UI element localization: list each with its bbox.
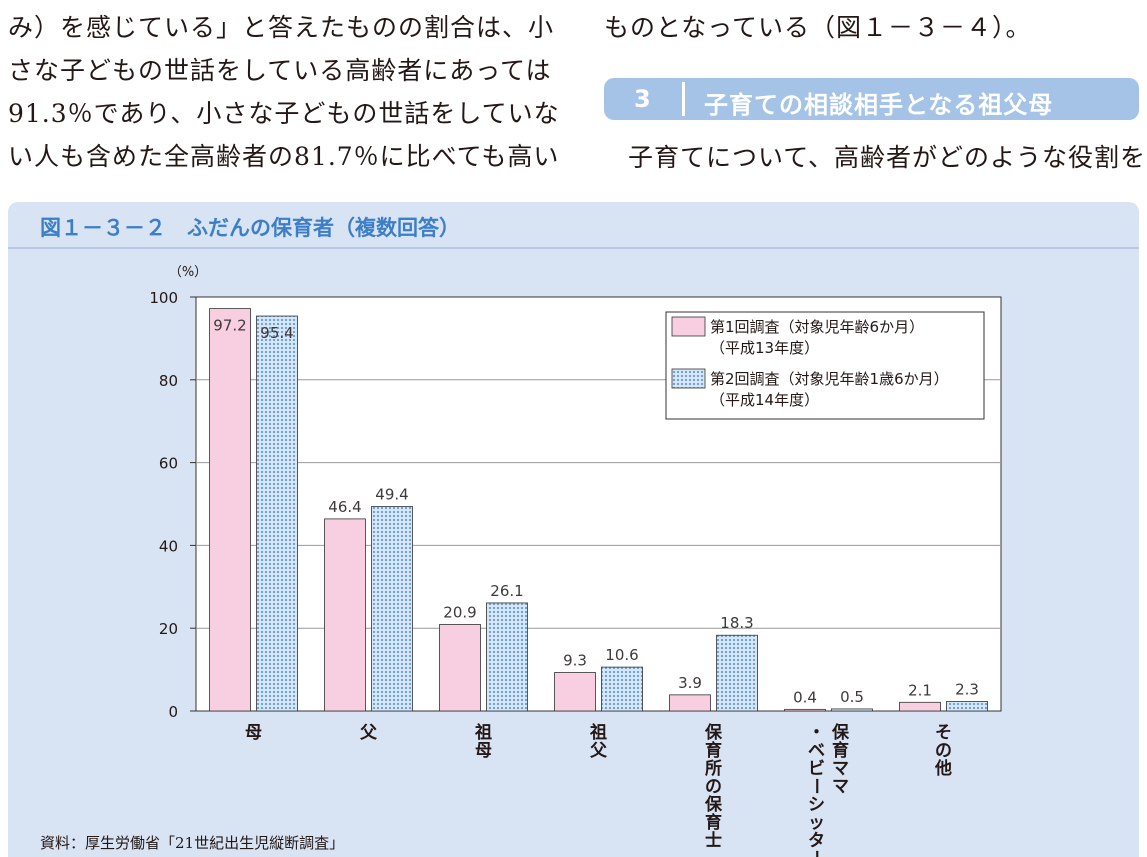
y-tick-label: 60 (159, 455, 178, 473)
bar-value-label: 9.3 (563, 651, 587, 669)
category-label-char: シ (808, 795, 825, 815)
bar-value-label: 2.3 (955, 680, 979, 698)
y-axis-label: （%） (169, 265, 207, 280)
figure-title: 図１－３－２ ふだんの保育者（複数回答） (40, 216, 460, 240)
bar-value-label: 0.5 (840, 688, 864, 706)
bar-value-label: 49.4 (375, 485, 408, 503)
bar (256, 315, 298, 712)
bar (716, 634, 758, 712)
category-label-char: 母 (475, 741, 492, 761)
y-tick-label: 0 (168, 703, 178, 721)
legend-label: （平成13年度） (710, 339, 819, 357)
body-paragraph: ものとなっている（図１－３－４）。 (604, 6, 1147, 49)
y-tick-label: 80 (159, 372, 178, 390)
category-label-char: 他 (934, 758, 952, 779)
text-line: い人も含めた全高齢者の81.7％に比べても高い (8, 142, 560, 171)
category-label-char: 所 (705, 759, 722, 779)
y-tick-label: 20 (159, 620, 178, 638)
figure-panel: 図１－３－２ ふだんの保育者（複数回答） 0 20 40 60 80 100 （%） 97.2… (8, 202, 1139, 857)
bar-value-label: 20.9 (443, 603, 476, 621)
figure-source: 資料：厚生労働省「21世紀出生児縦断調査」 (40, 834, 345, 852)
category-label-char: ベ (808, 741, 825, 761)
body-paragraph: み）を感じている」と答えたものの割合は、小 さな子どもの世話をしている高齢者にあ… (8, 6, 568, 178)
category-label-char: ー (806, 778, 826, 795)
legend-box (665, 311, 985, 420)
section-heading: 3 子育ての相談相手となる祖父母 (604, 78, 1139, 120)
bar-value-label: 97.2 (213, 317, 246, 335)
bar-value-label: 46.4 (328, 498, 361, 516)
legend-label: 第1回調査（対象児年齢6か月） (710, 318, 924, 336)
bar (601, 666, 643, 712)
category-label-char: 育 (705, 812, 722, 833)
bar (831, 708, 873, 712)
category-label-char: 士 (705, 830, 722, 851)
bar (209, 308, 251, 712)
section-divider (682, 82, 685, 116)
category-label-char: 祖 (474, 722, 492, 743)
body-paragraph: 子育てについて、高齢者がどのような役割を (604, 136, 1147, 179)
category-label-char: ッ (808, 813, 825, 833)
category-label-char: ビ (808, 759, 825, 779)
category-label-char: マ (832, 759, 849, 779)
category-label-char: 母 (245, 723, 262, 743)
section-number: 3 (634, 85, 651, 113)
text-line: み）を感じている」と答えたものの割合は、小 (8, 13, 555, 42)
bar (784, 708, 826, 712)
figure-title-bar: 図１－３－２ ふだんの保育者（複数回答） (8, 202, 1139, 249)
legend-swatch (671, 316, 706, 337)
category-label-char: ・ (808, 723, 825, 743)
category-label-char: タ (808, 831, 825, 851)
bar-value-label: 3.9 (678, 674, 702, 692)
bar (899, 701, 941, 712)
text-line: さな子どもの世話をしている高齢者にあっては (8, 56, 552, 85)
legend: 第1回調査（対象児年齢6か月） （平成13年度） 第2回調査（対象児年齢1歳6か月）… (665, 311, 985, 420)
category-label-char: 育 (832, 740, 849, 761)
category-label-char: 祖 (589, 722, 607, 743)
text-line: ものとなっている（図１－３－４）。 (604, 13, 1032, 42)
category-label-char: そ (935, 723, 952, 743)
bar (324, 518, 366, 712)
bar-value-label: 18.3 (720, 614, 753, 632)
text-line: 子育てについて、高齢者がどのような役割を (628, 143, 1147, 172)
category-label-char: の (705, 777, 722, 797)
legend-swatch (671, 368, 706, 389)
text-column-right: ものとなっている（図１－３－４）。 (604, 0, 1147, 49)
y-tick-label: 40 (159, 537, 178, 555)
category-label-char: 保 (704, 722, 723, 743)
bar-value-label: 26.1 (490, 582, 523, 600)
category-label-char: 育 (705, 740, 722, 761)
legend-label: 第2回調査（対象児年齢1歳6か月） (710, 370, 949, 388)
legend-label: （平成14年度） (710, 391, 819, 409)
bar-value-label: 0.4 (793, 688, 817, 706)
category-label-char: 父 (589, 741, 608, 761)
category-label-char: 保 (704, 794, 723, 815)
y-tick-label: 100 (149, 289, 178, 307)
category-label-char: 父 (359, 723, 378, 743)
bar-value-label: 95.4 (260, 324, 293, 342)
bar (946, 701, 988, 712)
section-title: 子育ての相談相手となる祖父母 (704, 91, 1054, 119)
bar (554, 672, 596, 712)
text-line: 91.3％であり、小さな子どもの世話をしていな (8, 99, 560, 128)
bar (371, 506, 413, 712)
bar (669, 694, 711, 712)
category-label-char: ー (806, 850, 826, 857)
category-label-char: マ (832, 777, 849, 797)
text-column-left: み）を感じている」と答えたものの割合は、小 さな子どもの世話をしている高齢者にあ… (8, 0, 568, 178)
bar-value-label: 2.1 (908, 681, 932, 699)
bar-value-label: 10.6 (605, 646, 638, 664)
bar (439, 624, 481, 712)
bar (486, 602, 528, 712)
category-label-char: の (935, 741, 952, 761)
category-label-char: 保 (831, 722, 850, 743)
bar-chart: 0 20 40 60 80 100 （%） 97.2 95.4 母 46.4 49.4 父 20.9 26.… (149, 265, 1002, 857)
